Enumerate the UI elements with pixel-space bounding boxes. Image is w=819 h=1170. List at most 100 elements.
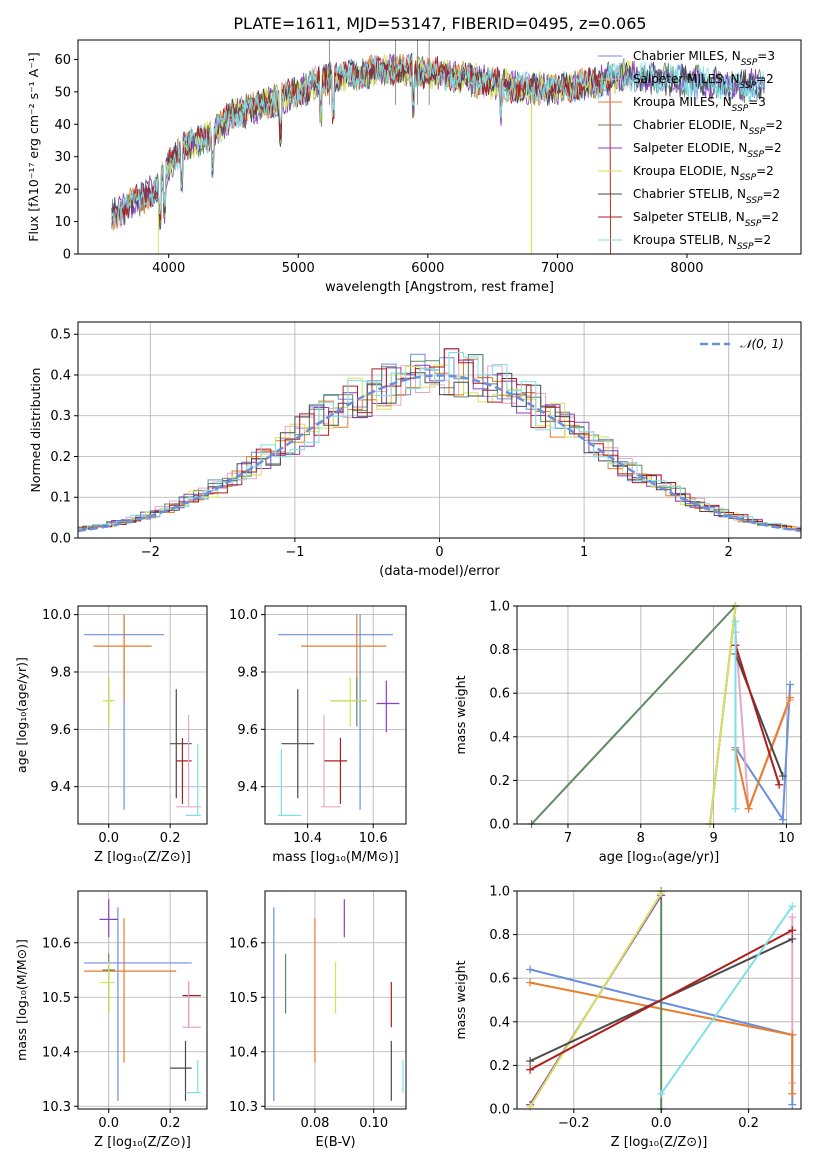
legend-label: 𝒩(0, 1) xyxy=(740,337,784,351)
weight-marker xyxy=(657,1089,666,1098)
axes-z-age: 0.0 0.2 9.4 9.6 9.8 10.0 Z [log₁₀(Z/Z⊙)] age [l… xyxy=(14,605,208,865)
y-tick-label: 9.6 xyxy=(50,723,71,738)
figure-title: PLATE=1611, MJD=53147, FIBERID=0495, z=0… xyxy=(233,14,646,33)
y-tick-label: 1.0 xyxy=(489,600,510,615)
axes-residuals: −2 −1 0 1 2 0.0 0.1 0.2 0.3 0.4 0.5 (data-model)/er… xyxy=(28,321,802,579)
weight-marker xyxy=(731,617,740,626)
weight-line-c9 xyxy=(660,905,794,1095)
weight-marker xyxy=(731,804,740,813)
x-tick-label: 4000 xyxy=(152,261,185,276)
y-tick-label: 9.4 xyxy=(50,780,71,795)
weight-line-c7 xyxy=(734,653,784,777)
legend-label-n: N xyxy=(737,187,746,201)
legend-label-n: N xyxy=(732,49,741,63)
axes-mass-age: 10.4 10.6 9.4 9.6 9.8 10.0 mass [log₁₀(M/M⊙)] xyxy=(229,605,407,865)
histogram-c7 xyxy=(78,372,801,531)
y-tick-label: 10.5 xyxy=(229,991,258,1006)
legend-label: Kroupa STELIB, NSSP=2 xyxy=(633,233,771,252)
x-tick-label: −0.2 xyxy=(558,1116,590,1131)
x-tick-label: 0 xyxy=(435,545,443,560)
y-axis-label: Flux [fλ10⁻¹⁷ erg cm⁻² s⁻¹ A⁻¹] xyxy=(26,52,41,241)
legend-label: Chabrier STELIB, NSSP=2 xyxy=(633,187,780,206)
weight-marker xyxy=(788,1100,797,1109)
x-axis-label: Z [log₁₀(Z/Z⊙)] xyxy=(611,1135,708,1150)
weight-line-c8 xyxy=(734,644,781,786)
x-tick-label: 7 xyxy=(564,831,572,846)
x-axis-label: (data-model)/error xyxy=(379,564,500,579)
legend-label: Chabrier MILES, NSSP=3 xyxy=(633,49,775,68)
axes-frame xyxy=(77,39,802,255)
weight-marker xyxy=(788,913,797,922)
legend-label-n: N xyxy=(731,164,740,178)
x-tick-label: 7000 xyxy=(541,261,574,276)
y-tick-label: 0.6 xyxy=(489,687,510,702)
weight-marker xyxy=(786,693,795,702)
legend-label-n: N xyxy=(738,141,747,155)
weight-marker xyxy=(778,772,787,781)
y-tick-label: 9.4 xyxy=(237,780,258,795)
x-tick-label: −1 xyxy=(285,545,304,560)
y-tick-label: 10.4 xyxy=(42,1045,71,1060)
x-tick-label: 2 xyxy=(725,545,733,560)
y-tick-label: 0.2 xyxy=(489,774,510,789)
weight-marker xyxy=(744,804,753,813)
y-tick-label: 10.3 xyxy=(42,1100,71,1115)
y-tick-label: 30 xyxy=(54,150,71,165)
x-tick-label: 10.6 xyxy=(359,831,388,846)
x-tick-label: 0.10 xyxy=(359,1116,388,1131)
legend-label-sub: SSP xyxy=(737,242,754,252)
legend-label-sub: SSP xyxy=(741,58,758,68)
x-tick-label: 10.4 xyxy=(293,831,322,846)
y-tick-label: 50 xyxy=(54,85,71,100)
y-axis-label: Normed distribution xyxy=(28,368,43,493)
y-tick-label: 10.5 xyxy=(42,991,71,1006)
axes-z-weight: −0.2 0.0 0.2 0.0 0.2 0.4 0.6 0.8 1.0 Z [log₁₀(Z/Z… xyxy=(453,885,802,1150)
weight-marker xyxy=(526,1057,535,1066)
legend-label-sub: SSP xyxy=(747,150,764,160)
x-tick-label: 0.0 xyxy=(651,1116,672,1131)
axes-frame xyxy=(516,605,802,825)
x-tick-label: 0.2 xyxy=(160,831,181,846)
weight-marker xyxy=(526,965,535,974)
x-axis-label: mass [log₁₀(M/M⊙)] xyxy=(272,850,399,865)
x-tick-label: 0.2 xyxy=(738,1116,759,1131)
y-tick-label: 10.6 xyxy=(229,936,258,951)
legend-label-rest: =2 xyxy=(756,164,774,178)
y-tick-label: 0.0 xyxy=(50,532,71,547)
legend-label: Salpeter ELODIE, NSSP=2 xyxy=(633,141,782,160)
legend-label: Kroupa MILES, NSSP=3 xyxy=(633,95,766,114)
legend-label-n: N xyxy=(723,95,732,109)
weight-marker xyxy=(526,1065,535,1074)
axes-spectrum: 4000 5000 6000 7000 8000 0 10 20 30 40 50 60 wavelen… xyxy=(26,39,802,295)
y-tick-label: 0.1 xyxy=(50,491,71,506)
y-tick-label: 10.4 xyxy=(229,1045,258,1060)
x-tick-label: 9 xyxy=(709,831,717,846)
weight-line-c6 xyxy=(709,605,737,825)
legend-label-sub: SSP xyxy=(740,81,757,91)
legend-label-n: N xyxy=(736,210,745,224)
x-axis-label: Z [log₁₀(Z/Z⊙)] xyxy=(94,850,191,865)
y-tick-label: 9.6 xyxy=(237,723,258,738)
legend-label: Chabrier ELODIE, NSSP=2 xyxy=(633,118,783,137)
y-tick-label: 0.4 xyxy=(489,730,510,745)
y-tick-label: 10 xyxy=(54,215,71,230)
y-tick-label: 0.6 xyxy=(489,972,510,987)
weight-marker xyxy=(788,902,797,911)
x-axis-label: age [log₁₀(age/yr)] xyxy=(599,850,720,865)
x-tick-label: 5000 xyxy=(282,261,315,276)
weight-marker xyxy=(778,815,787,824)
axes-ebv-mass: 0.08 0.10 10.3 10.4 10.5 10.6 E(B-V) xyxy=(229,890,407,1150)
weight-marker xyxy=(788,1030,797,1039)
axes-z-mass: 0.0 0.2 10.3 10.4 10.5 10.6 Z [log₁₀(Z/Z⊙)] mas… xyxy=(14,890,208,1150)
weight-marker xyxy=(788,934,797,943)
y-tick-label: 0 xyxy=(63,248,71,263)
y-tick-label: 0.2 xyxy=(489,1059,510,1074)
y-tick-label: 0.8 xyxy=(489,643,510,658)
legend-label-sub: SSP xyxy=(732,104,749,114)
y-axis-label: age [log₁₀(age/yr)] xyxy=(14,657,29,773)
axes-frame xyxy=(264,605,407,825)
legend-label-sub: SSP xyxy=(745,219,762,229)
y-tick-label: 10.3 xyxy=(229,1100,258,1115)
x-tick-label: 8 xyxy=(637,831,645,846)
